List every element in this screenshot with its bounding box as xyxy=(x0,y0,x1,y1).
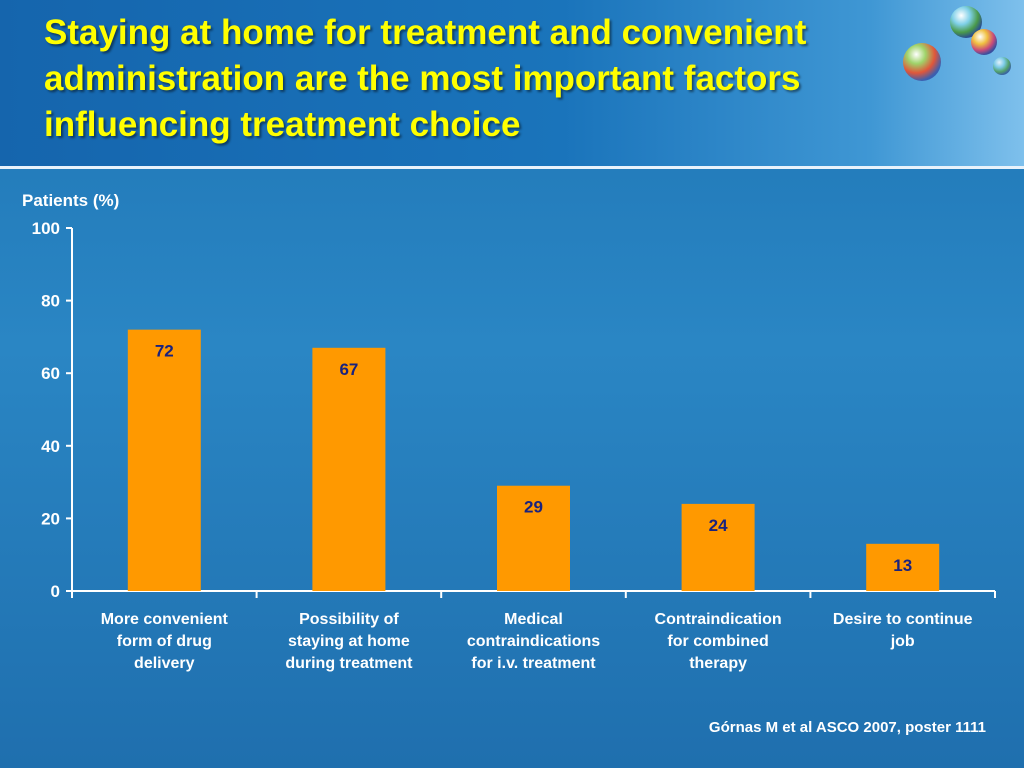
bar xyxy=(312,347,386,591)
data-label: 67 xyxy=(339,360,358,379)
slide-title: Staying at home for treatment and conven… xyxy=(44,13,807,144)
chart-data-labels: 72 67 29 24 13 xyxy=(155,342,912,575)
category-label: Contraindication for combined therapy xyxy=(655,611,782,672)
chart-bars xyxy=(127,329,940,591)
y-tick-label: 40 xyxy=(41,437,60,456)
data-label: 24 xyxy=(709,516,728,535)
data-label: 13 xyxy=(893,556,912,575)
category-label: Possibility of staying at home during trea… xyxy=(285,611,413,672)
y-tick-label: 100 xyxy=(32,219,60,238)
category-label: More convenient form of drug delivery xyxy=(101,611,229,672)
category-label: Medical contraindications for i.v. treatme… xyxy=(467,611,600,672)
citation: Górnas M et al ASCO 2007, poster 1111 xyxy=(708,719,986,736)
bar xyxy=(681,503,755,591)
y-tick-label: 0 xyxy=(51,582,60,601)
chart-category-labels: More convenient form of drug delivery Possi… xyxy=(101,611,973,672)
data-label: 72 xyxy=(155,342,174,361)
y-tick-label: 60 xyxy=(41,364,60,383)
bar xyxy=(497,485,570,591)
category-label: Desire to continue job xyxy=(833,611,973,650)
bar xyxy=(127,329,201,591)
slide-header: Staying at home for treatment and conven… xyxy=(0,0,1024,169)
y-tick-label: 80 xyxy=(41,292,60,311)
y-tick-label: 20 xyxy=(41,509,60,528)
decorative-spheres-icon xyxy=(903,6,1011,81)
bar xyxy=(866,543,940,591)
data-label: 29 xyxy=(524,498,543,517)
y-axis-label: Patients (%) xyxy=(22,191,119,210)
